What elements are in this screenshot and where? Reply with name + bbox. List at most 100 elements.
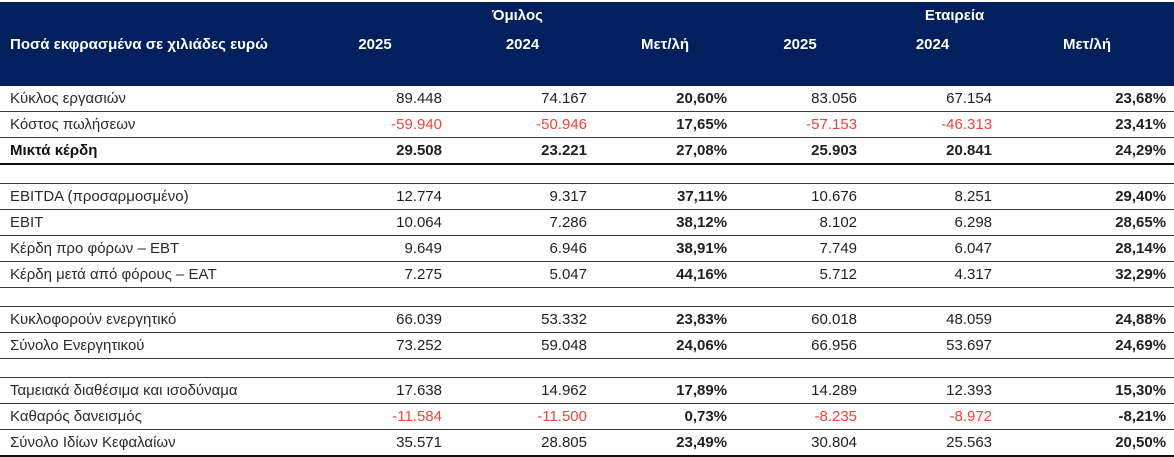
cell-group-2024: 28.805 bbox=[450, 429, 595, 457]
cell-company-change: -8,21% bbox=[1000, 403, 1174, 430]
cell-company-change: 24,88% bbox=[1000, 306, 1174, 333]
cell-company-change: 24,69% bbox=[1000, 332, 1174, 359]
cell-group-2024: 14.962 bbox=[450, 377, 595, 404]
cell-company-2024: 8.251 bbox=[865, 183, 1001, 210]
cell-company-2025: 10.676 bbox=[735, 183, 866, 210]
spacer-row bbox=[0, 164, 1174, 184]
row-label: EBITDA (προσαρμοσμένο) bbox=[0, 183, 300, 210]
cell-company-2025: 5.712 bbox=[735, 261, 866, 288]
unit-label: Ποσά εκφρασμένα σε χιλιάδες ευρώ bbox=[0, 29, 300, 59]
table-row-cost-of-sales: Κόστος πωλήσεων -59.940 -50.946 17,65% -… bbox=[0, 111, 1174, 138]
cell-group-2024: 7.286 bbox=[450, 209, 595, 236]
cell-company-change: 24,29% bbox=[1000, 137, 1174, 165]
row-label: Κόστος πωλήσεων bbox=[0, 111, 300, 138]
cell-company-2025: 25.903 bbox=[735, 137, 866, 165]
col-header-group-2024: 2024 bbox=[450, 29, 595, 59]
cell-company-2024: 6.298 bbox=[865, 209, 1001, 236]
cell-company-2025: 7.749 bbox=[735, 235, 866, 262]
cell-company-change: 23,41% bbox=[1000, 111, 1174, 138]
cell-company-2025: 83.056 bbox=[735, 86, 866, 112]
table-body: Κύκλος εργασιών 89.448 74.167 20,60% 83.… bbox=[0, 86, 1174, 457]
cell-group-2024: -11.500 bbox=[450, 403, 595, 430]
cell-group-2025: 29.508 bbox=[300, 137, 450, 165]
cell-group-change: 23,83% bbox=[595, 306, 736, 333]
group-header-etaireia: Εταιρεία bbox=[735, 2, 1174, 29]
cell-company-change: 20,50% bbox=[1000, 429, 1174, 457]
cell-group-change: 38,91% bbox=[595, 235, 736, 262]
cell-group-change: 24,06% bbox=[595, 332, 736, 359]
cell-group-change: 17,89% bbox=[595, 377, 736, 404]
table-row-turnover: Κύκλος εργασιών 89.448 74.167 20,60% 83.… bbox=[0, 86, 1174, 112]
row-label: Μικτά κέρδη bbox=[0, 137, 300, 165]
cell-company-change: 32,29% bbox=[1000, 261, 1174, 288]
cell-company-2024: 67.154 bbox=[865, 86, 1001, 112]
spacer-row bbox=[0, 287, 1174, 307]
table-row-ebit: EBIT 10.064 7.286 38,12% 8.102 6.298 28,… bbox=[0, 209, 1174, 236]
cell-company-change: 28,14% bbox=[1000, 235, 1174, 262]
cell-group-2025: 66.039 bbox=[300, 306, 450, 333]
cell-company-2024: -46.313 bbox=[865, 111, 1001, 138]
table-row-current-assets: Κυκλοφορούν ενεργητικό 66.039 53.332 23,… bbox=[0, 306, 1174, 333]
cell-group-change: 0,73% bbox=[595, 403, 736, 430]
col-header-company-change: Μετ/λή bbox=[1000, 29, 1174, 59]
header-padding-cell bbox=[0, 59, 1174, 86]
cell-group-2024: 5.047 bbox=[450, 261, 595, 288]
cell-group-2024: 23.221 bbox=[450, 137, 595, 165]
cell-company-2025: 30.804 bbox=[735, 429, 866, 457]
header-columns-row: Ποσά εκφρασμένα σε χιλιάδες ευρώ 2025 20… bbox=[0, 29, 1174, 59]
cell-group-2024: -50.946 bbox=[450, 111, 595, 138]
row-label: Κυκλοφορούν ενεργητικό bbox=[0, 306, 300, 333]
cell-group-2024: 6.946 bbox=[450, 235, 595, 262]
table-header: Όμιλος Εταιρεία Ποσά εκφρασμένα σε χιλιά… bbox=[0, 2, 1174, 86]
cell-group-2025: 10.064 bbox=[300, 209, 450, 236]
cell-company-change: 23,68% bbox=[1000, 86, 1174, 112]
row-label: Ταμειακά διαθέσιμα και ισοδύναμα bbox=[0, 377, 300, 404]
cell-company-2025: 14.289 bbox=[735, 377, 866, 404]
spacer-cell bbox=[0, 164, 1174, 184]
row-label: Κύκλος εργασιών bbox=[0, 86, 300, 112]
spacer-cell bbox=[0, 358, 1174, 378]
cell-group-2025: 89.448 bbox=[300, 86, 450, 112]
cell-group-2024: 53.332 bbox=[450, 306, 595, 333]
spacer-cell bbox=[0, 287, 1174, 307]
cell-group-change: 27,08% bbox=[595, 137, 736, 165]
col-header-group-change: Μετ/λή bbox=[595, 29, 736, 59]
cell-group-2025: 12.774 bbox=[300, 183, 450, 210]
cell-company-2024: -8.972 bbox=[865, 403, 1001, 430]
cell-company-change: 29,40% bbox=[1000, 183, 1174, 210]
cell-group-change: 44,16% bbox=[595, 261, 736, 288]
cell-company-2025: 60.018 bbox=[735, 306, 866, 333]
cell-group-2025: 35.571 bbox=[300, 429, 450, 457]
cell-company-2024: 48.059 bbox=[865, 306, 1001, 333]
cell-group-2025: 7.275 bbox=[300, 261, 450, 288]
header-padding-row bbox=[0, 59, 1174, 86]
row-label: Κέρδη προ φόρων – EBT bbox=[0, 235, 300, 262]
cell-company-2025: -8.235 bbox=[735, 403, 866, 430]
cell-company-2024: 12.393 bbox=[865, 377, 1001, 404]
row-label: Σύνολο Ενεργητικού bbox=[0, 332, 300, 359]
col-header-company-2025: 2025 bbox=[735, 29, 866, 59]
col-header-group-2025: 2025 bbox=[300, 29, 450, 59]
cell-company-change: 28,65% bbox=[1000, 209, 1174, 236]
cell-group-2025: 73.252 bbox=[300, 332, 450, 359]
cell-group-2025: 9.649 bbox=[300, 235, 450, 262]
table-row-net-debt: Καθαρός δανεισμός -11.584 -11.500 0,73% … bbox=[0, 403, 1174, 430]
table-row-total-assets: Σύνολο Ενεργητικού 73.252 59.048 24,06% … bbox=[0, 332, 1174, 359]
cell-group-2024: 74.167 bbox=[450, 86, 595, 112]
cell-company-2025: 66.956 bbox=[735, 332, 866, 359]
header-group-row: Όμιλος Εταιρεία bbox=[0, 2, 1174, 29]
row-label: Κέρδη μετά από φόρους – EAT bbox=[0, 261, 300, 288]
cell-group-change: 37,11% bbox=[595, 183, 736, 210]
cell-company-2024: 25.563 bbox=[865, 429, 1001, 457]
table-row-eat: Κέρδη μετά από φόρους – EAT 7.275 5.047 … bbox=[0, 261, 1174, 288]
cell-company-2024: 20.841 bbox=[865, 137, 1001, 165]
cell-company-change: 15,30% bbox=[1000, 377, 1174, 404]
table-row-gross-profit: Μικτά κέρδη 29.508 23.221 27,08% 25.903 … bbox=[0, 137, 1174, 165]
cell-group-change: 38,12% bbox=[595, 209, 736, 236]
group-header-omilos: Όμιλος bbox=[300, 2, 736, 29]
table-row-ebt: Κέρδη προ φόρων – EBT 9.649 6.946 38,91%… bbox=[0, 235, 1174, 262]
table-row-cash-equivalents: Ταμειακά διαθέσιμα και ισοδύναμα 17.638 … bbox=[0, 377, 1174, 404]
table-row-total-equity: Σύνολο Ιδίων Κεφαλαίων 35.571 28.805 23,… bbox=[0, 429, 1174, 457]
